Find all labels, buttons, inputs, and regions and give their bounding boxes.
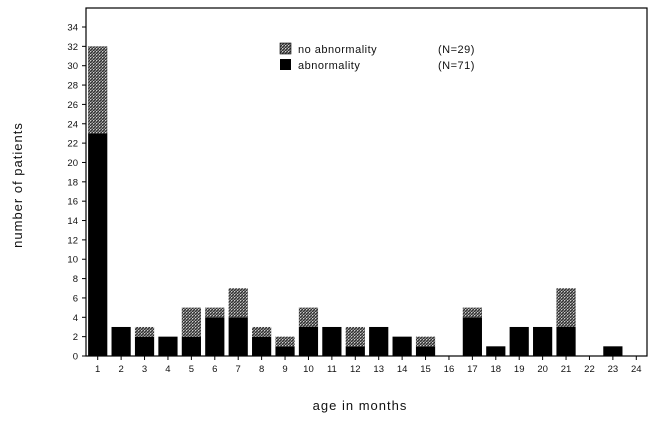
y-tick-label: 24 bbox=[67, 119, 78, 130]
y-tick-label: 22 bbox=[67, 139, 78, 150]
bar-abnormality bbox=[252, 336, 272, 356]
x-tick-label: 13 bbox=[373, 364, 384, 375]
y-tick-label: 34 bbox=[67, 23, 78, 34]
y-tick-label: 14 bbox=[67, 216, 78, 227]
bar-no-abnormality bbox=[88, 46, 108, 134]
bar-no-abnormality bbox=[252, 326, 272, 337]
bar-abnormality bbox=[415, 346, 436, 356]
y-tick-label: 20 bbox=[67, 158, 78, 169]
x-tick-label: 4 bbox=[165, 364, 170, 375]
x-tick-label: 22 bbox=[584, 364, 595, 375]
bars-group bbox=[88, 46, 623, 356]
legend-n-abnormality: (N=71) bbox=[438, 60, 475, 72]
x-tick-label: 20 bbox=[537, 364, 548, 375]
legend-label-no-abnormality: no abnormality bbox=[298, 44, 377, 56]
legend-swatch-abnormality bbox=[280, 59, 291, 70]
y-tick-label: 0 bbox=[73, 352, 78, 363]
y-tick-label: 12 bbox=[67, 235, 78, 246]
x-tick-label: 2 bbox=[118, 364, 123, 375]
x-tick-label: 6 bbox=[212, 364, 217, 375]
y-tick-label: 2 bbox=[73, 332, 78, 343]
legend-label-abnormality: abnormality bbox=[298, 60, 360, 72]
y-tick-label: 26 bbox=[67, 100, 78, 111]
x-tick-label: 23 bbox=[608, 364, 619, 375]
bar-no-abnormality bbox=[415, 336, 436, 347]
bar-abnormality bbox=[486, 346, 506, 356]
bar-abnormality bbox=[134, 336, 155, 356]
bar-abnormality bbox=[392, 336, 412, 356]
bar-abnormality bbox=[298, 326, 319, 356]
y-tick-label: 32 bbox=[67, 42, 78, 53]
y-tick-label: 30 bbox=[67, 61, 78, 72]
bar-no-abnormality bbox=[556, 288, 576, 327]
x-tick-label: 1 bbox=[95, 364, 100, 375]
x-tick-label: 16 bbox=[444, 364, 455, 375]
bar-abnormality bbox=[111, 326, 131, 356]
bar-no-abnormality bbox=[181, 307, 201, 337]
legend-swatch-no-abnormality bbox=[279, 42, 292, 55]
x-tick-label: 14 bbox=[397, 364, 408, 375]
bar-abnormality bbox=[181, 336, 201, 356]
bar-no-abnormality bbox=[298, 307, 319, 327]
bar-abnormality bbox=[556, 326, 576, 356]
bar-abnormality bbox=[462, 317, 482, 356]
y-tick-label: 8 bbox=[73, 274, 78, 285]
y-tick-label: 16 bbox=[67, 197, 78, 208]
bar-abnormality bbox=[275, 346, 295, 356]
x-tick-label: 19 bbox=[514, 364, 525, 375]
x-tick-label: 10 bbox=[303, 364, 314, 375]
y-tick-label: 6 bbox=[73, 293, 78, 304]
x-tick-label: 17 bbox=[467, 364, 478, 375]
bar-abnormality bbox=[205, 317, 225, 356]
y-axis-title: number of patients bbox=[10, 122, 25, 248]
x-tick-label: 15 bbox=[420, 364, 431, 375]
x-tick-label: 5 bbox=[189, 364, 194, 375]
legend-n-no-abnormality: (N=29) bbox=[438, 44, 475, 56]
bar-no-abnormality bbox=[462, 307, 482, 318]
x-tick-label: 3 bbox=[142, 364, 147, 375]
bar-no-abnormality bbox=[275, 336, 295, 347]
bar-abnormality bbox=[345, 346, 365, 356]
bar-abnormality bbox=[322, 326, 342, 356]
x-tick-label: 9 bbox=[282, 364, 287, 375]
bar-abnormality bbox=[228, 317, 248, 356]
bar-no-abnormality bbox=[134, 326, 155, 337]
bar-no-abnormality bbox=[228, 288, 248, 318]
x-tick-label: 18 bbox=[491, 364, 502, 375]
bar-abnormality bbox=[603, 346, 623, 356]
x-axis-title: age in months bbox=[313, 398, 408, 413]
y-tick-label: 4 bbox=[73, 313, 78, 324]
y-tick-label: 10 bbox=[67, 255, 78, 266]
y-tick-label: 28 bbox=[67, 81, 78, 92]
legend: no abnormality (N=29) abnormality (N=71) bbox=[279, 42, 475, 72]
bar-abnormality bbox=[158, 336, 178, 356]
x-tick-label: 21 bbox=[561, 364, 572, 375]
bar-abnormality bbox=[509, 326, 529, 356]
x-tick-label: 7 bbox=[236, 364, 241, 375]
bar-abnormality bbox=[88, 133, 108, 356]
bar-no-abnormality bbox=[205, 307, 225, 318]
x-tick-label: 24 bbox=[631, 364, 642, 375]
bar-no-abnormality bbox=[345, 326, 365, 347]
x-tick-label: 11 bbox=[327, 364, 337, 375]
bar-abnormality bbox=[533, 326, 553, 356]
y-tick-label: 18 bbox=[67, 177, 78, 188]
bar-abnormality bbox=[369, 326, 389, 356]
x-tick-label: 12 bbox=[350, 364, 361, 375]
x-tick-label: 8 bbox=[259, 364, 264, 375]
